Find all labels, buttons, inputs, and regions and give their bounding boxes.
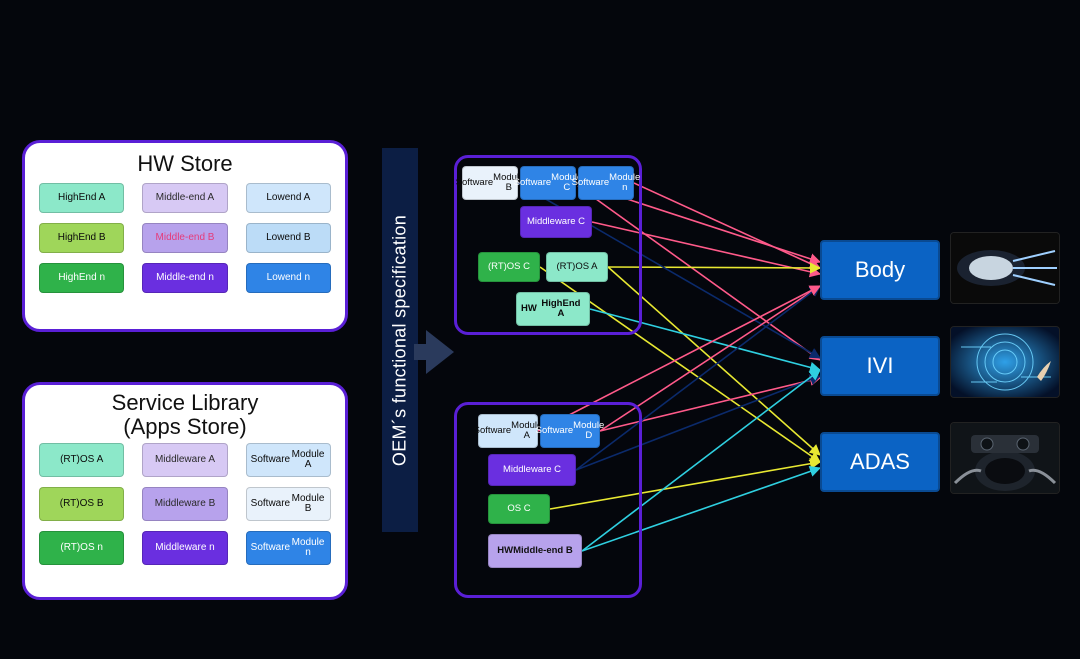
img-adas [950,422,1060,494]
service-library-title-line1: Service Library [112,390,259,415]
tile-highend-n: HighEnd n [39,263,124,293]
spec-bar-label: OEM´s functional specification [390,191,411,491]
node-sw-c: SoftwareModule C [520,166,576,200]
domain-body: Body [820,240,940,300]
service-library-panel: Service Library (Apps Store) (RT)OS A Mid… [22,382,348,600]
service-library-title-line2: (Apps Store) [123,414,247,439]
node-sw-a: SoftwareModule A [478,414,538,448]
node-sw-d: SoftwareModule D [540,414,600,448]
node-os-a: (RT)OS A [546,252,608,282]
tile-middleware-n: Middleware n [142,531,227,565]
tile-lowend-n: Lowend n [246,263,331,293]
node-sw-b: SoftwareModule B [462,166,518,200]
hw-store-title: HW Store [25,143,345,183]
tile-lowend-b: Lowend B [246,223,331,253]
domain-adas: ADAS [820,432,940,492]
node-mw-c: Middleware C [520,206,592,238]
flow-arrow-icon [426,330,454,374]
node-mw-c2: Middleware C [488,454,576,486]
tile-middle-end-a: Middle-end A [142,183,227,213]
tile-highend-b: HighEnd B [39,223,124,253]
tile-software-module-n: SoftwareModule n [246,531,331,565]
service-library-title: Service Library (Apps Store) [25,385,345,443]
tile-middle-end-b: Middle-end B [142,223,227,253]
img-body [950,232,1060,304]
img-ivi [950,326,1060,398]
tile--rt-os-n: (RT)OS n [39,531,124,565]
tile-middleware-b: Middleware B [142,487,227,521]
edge [634,183,820,268]
tile-software-module-a: SoftwareModule A [246,443,331,477]
node-os-c2: OS C [488,494,550,524]
node-hw-a: HWHighEnd A [516,292,590,326]
hw-store-grid: HighEnd A Middle-end A Lowend A HighEnd B Mi… [25,183,345,307]
tile-middle-end-n: Middle-end n [142,263,227,293]
node-hw-b: HWMiddle-end B [488,534,582,568]
domain-ivi: IVI [820,336,940,396]
tile-software-module-b: SoftwareModule B [246,487,331,521]
tile-middleware-a: Middleware A [142,443,227,477]
hw-store-panel: HW Store HighEnd AMiddle-end ALowend AHi… [22,140,348,332]
tile--rt-os-b: (RT)OS B [39,487,124,521]
node-os-c: (RT)OS C [478,252,540,282]
flow-arrow-tail [414,344,428,360]
tile--rt-os-a: (RT)OS A [39,443,124,477]
tile-lowend-a: Lowend A [246,183,331,213]
node-sw-n: SoftwareModule n [578,166,634,200]
tile-highend-a: HighEnd A [39,183,124,213]
service-library-grid: (RT)OS A Middleware A SoftwareModule A (RT)… [25,443,345,579]
